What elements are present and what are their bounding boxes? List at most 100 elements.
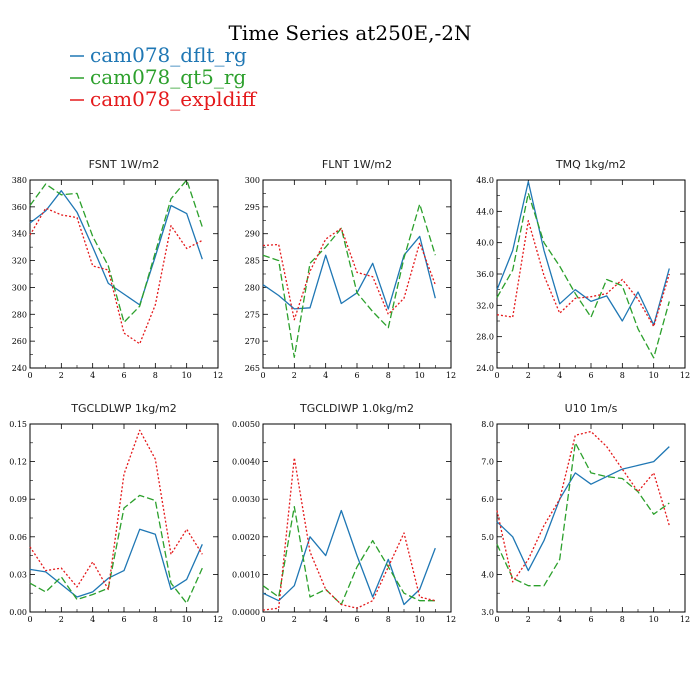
chart-panel-2: TMQ 1kg/m2 0 2 4 6 8 10 12 24.0 28.0 32.0 36.0 40.0 4… <box>476 158 690 380</box>
x-tick-label: 2 <box>292 371 297 380</box>
series-line-cam078_qt5_rg <box>262 506 436 606</box>
x-tick-label: 8 <box>153 615 158 624</box>
legend-label: cam078_dflt_rg <box>90 43 247 67</box>
series-line-cam078_qt5_rg <box>496 192 670 359</box>
chart-panel-1: FLNT 1W/m2 0 2 4 6 8 10 12 265 270 275 280 285 290 295… <box>245 158 456 380</box>
legend-label: cam078_qt5_rg <box>90 65 246 89</box>
y-tick-label: 0.0000 <box>232 608 260 617</box>
y-tick-label: 300 <box>12 283 27 292</box>
chart-panel-5: U10 1m/s 0 2 4 6 8 10 12 3.0 4.0 5.0 6.0 7.0 8.0 <box>481 402 690 624</box>
x-tick-label: 10 <box>415 371 425 380</box>
y-tick-label: 300 <box>245 176 260 185</box>
y-tick-label: 340 <box>12 230 27 239</box>
y-tick-label: 36.0 <box>476 270 494 279</box>
x-tick-label: 4 <box>557 615 562 624</box>
legend-item-cam078_expldiff: cam078_expldiff <box>70 87 258 111</box>
y-tick-label: 0.0030 <box>232 495 260 504</box>
series-line-cam078_expldiff <box>262 457 436 611</box>
panel-title: U10 1m/s <box>565 402 618 415</box>
x-tick-label: 0 <box>494 615 499 624</box>
x-tick-label: 10 <box>649 371 659 380</box>
panels: FSNT 1W/m20 2 4 6 8 10 12240260280300320340360… <box>9 158 690 624</box>
y-tick-label: 32.0 <box>476 301 494 310</box>
series-line-cam078_qt5_rg <box>29 494 203 604</box>
series-line-cam078_expldiff <box>262 227 436 321</box>
legend-item-cam078_qt5_rg: cam078_qt5_rg <box>70 65 246 89</box>
x-tick-label: 8 <box>620 371 625 380</box>
plot-frame <box>29 179 219 369</box>
x-tick-label: 8 <box>386 371 391 380</box>
y-tick-label: 380 <box>12 176 27 185</box>
x-tick-label: 10 <box>649 615 659 624</box>
x-tick-label: 6 <box>121 615 126 624</box>
x-tick-label: 12 <box>446 615 456 624</box>
x-tick-label: 6 <box>588 615 593 624</box>
y-tick-label: 3.0 <box>481 608 494 617</box>
series-line-cam078_dflt_rg <box>496 180 670 326</box>
y-tick-label: 295 <box>245 203 260 212</box>
x-tick-label: 0 <box>27 371 32 380</box>
series-line-cam078_qt5_rg <box>262 203 436 358</box>
y-tick-label: 280 <box>12 310 27 319</box>
x-tick-label: 4 <box>90 615 95 624</box>
x-tick-label: 10 <box>182 371 192 380</box>
figure-title: Time Series at250E,-2N <box>229 21 472 45</box>
y-tick-label: 0.0020 <box>232 533 260 542</box>
x-tick-label: 8 <box>620 615 625 624</box>
x-tick-label: 6 <box>121 371 126 380</box>
y-tick-label: 270 <box>245 337 260 346</box>
y-tick-label: 0.09 <box>9 495 27 504</box>
legend-item-cam078_dflt_rg: cam078_dflt_rg <box>70 43 247 67</box>
panel-title: TMQ 1kg/m2 <box>555 158 626 171</box>
y-tick-label: 265 <box>245 364 260 373</box>
y-tick-label: 0.15 <box>9 420 27 429</box>
x-tick-label: 2 <box>59 371 64 380</box>
x-tick-label: 6 <box>588 371 593 380</box>
panel-title: FLNT 1W/m2 <box>322 158 392 171</box>
series-line-cam078_dflt_rg <box>496 446 670 572</box>
series-line-cam078_dflt_rg <box>29 528 203 598</box>
y-tick-label: 7.0 <box>481 458 494 467</box>
x-tick-label: 2 <box>526 615 531 624</box>
y-tick-label: 0.0040 <box>232 458 260 467</box>
y-tick-label: 28.0 <box>476 333 494 342</box>
y-tick-label: 290 <box>245 230 260 239</box>
x-tick-label: 0 <box>27 615 32 624</box>
panel-title: TGCLDIWP 1.0kg/m2 <box>299 402 414 415</box>
x-tick-label: 6 <box>354 615 359 624</box>
y-tick-label: 40.0 <box>476 239 494 248</box>
y-tick-label: 0.00 <box>9 608 27 617</box>
series-line-cam078_qt5_rg <box>496 442 670 587</box>
series-line-cam078_dflt_rg <box>29 190 203 306</box>
plot-frame <box>262 423 452 613</box>
x-tick-label: 10 <box>415 615 425 624</box>
series-line-cam078_dflt_rg <box>262 509 436 606</box>
x-tick-label: 0 <box>494 371 499 380</box>
y-tick-label: 285 <box>245 257 260 266</box>
y-tick-label: 320 <box>12 257 27 266</box>
x-tick-label: 6 <box>354 371 359 380</box>
y-tick-label: 360 <box>12 203 27 212</box>
x-tick-label: 8 <box>386 615 391 624</box>
y-tick-label: 0.03 <box>9 570 27 579</box>
x-tick-label: 12 <box>680 371 690 380</box>
y-tick-label: 24.0 <box>476 364 494 373</box>
plot-frame <box>29 423 219 613</box>
y-tick-label: 240 <box>12 364 27 373</box>
x-tick-label: 2 <box>292 615 297 624</box>
y-tick-label: 0.12 <box>9 458 27 467</box>
x-tick-label: 2 <box>526 371 531 380</box>
panel-title: FSNT 1W/m2 <box>89 158 160 171</box>
x-tick-label: 4 <box>557 371 562 380</box>
series-line-cam078_expldiff <box>29 207 203 345</box>
y-tick-label: 0.06 <box>9 533 27 542</box>
x-tick-label: 10 <box>182 615 192 624</box>
series-line-cam078_expldiff <box>29 429 203 591</box>
panel-title: TGCLDLWP 1kg/m2 <box>70 402 176 415</box>
x-tick-label: 2 <box>59 615 64 624</box>
y-tick-label: 0.0010 <box>232 570 260 579</box>
chart-panel-3: TGCLDLWP 1kg/m2 0 2 4 6 8 10 12 0.00 0.03 0.06 0.09… <box>9 402 223 624</box>
x-tick-label: 4 <box>90 371 95 380</box>
y-tick-label: 44.0 <box>476 207 494 216</box>
y-tick-label: 4.0 <box>481 570 494 579</box>
